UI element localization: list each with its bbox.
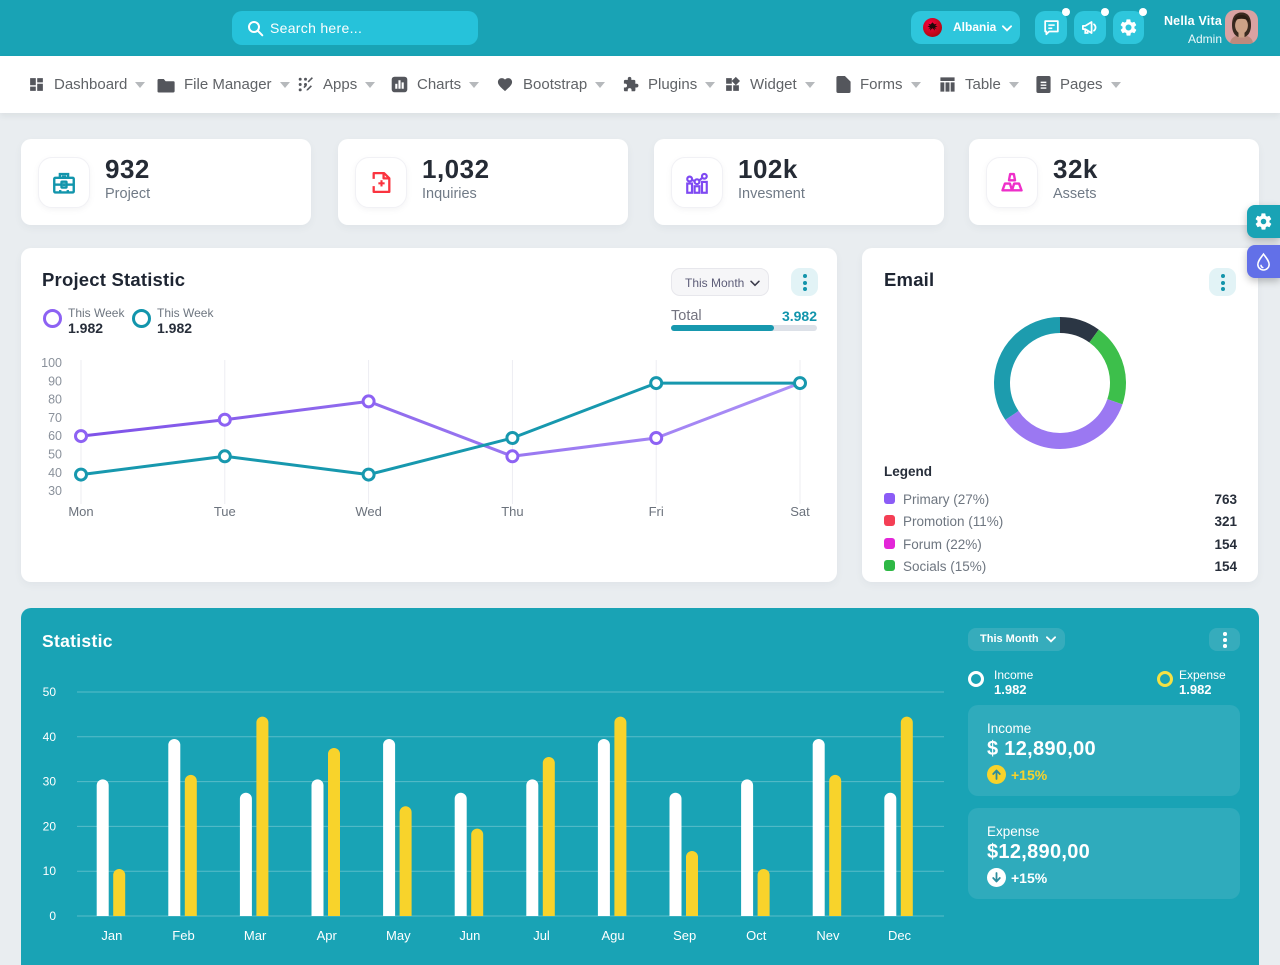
svg-text:90: 90 — [48, 374, 62, 388]
svg-text:0: 0 — [49, 909, 56, 923]
svg-text:Apr: Apr — [317, 928, 338, 943]
svg-text:Jan: Jan — [101, 928, 122, 943]
svg-text:Feb: Feb — [172, 928, 194, 943]
svg-text:Oct: Oct — [746, 928, 767, 943]
svg-text:Wed: Wed — [355, 504, 382, 519]
svg-text:Sep: Sep — [673, 928, 696, 943]
svg-text:20: 20 — [43, 819, 57, 833]
svg-text:80: 80 — [48, 393, 62, 407]
svg-text:Fri: Fri — [649, 504, 664, 519]
svg-text:Mar: Mar — [244, 928, 267, 943]
svg-text:30: 30 — [48, 484, 62, 498]
svg-text:60: 60 — [48, 429, 62, 443]
svg-text:40: 40 — [43, 730, 57, 744]
svg-text:Jul: Jul — [533, 928, 550, 943]
svg-text:40: 40 — [48, 466, 62, 480]
svg-text:Sat: Sat — [790, 504, 810, 519]
svg-text:50: 50 — [43, 685, 57, 699]
svg-text:10: 10 — [43, 864, 57, 878]
svg-text:Nev: Nev — [816, 928, 840, 943]
svg-text:Thu: Thu — [501, 504, 523, 519]
svg-text:Dec: Dec — [888, 928, 912, 943]
svg-text:Mon: Mon — [68, 504, 93, 519]
svg-text:30: 30 — [43, 775, 57, 789]
svg-text:Agu: Agu — [602, 928, 625, 943]
svg-text:May: May — [386, 928, 411, 943]
svg-text:Tue: Tue — [214, 504, 236, 519]
svg-text:Jun: Jun — [459, 928, 480, 943]
svg-text:100: 100 — [41, 356, 62, 370]
svg-text:70: 70 — [48, 411, 62, 425]
svg-text:50: 50 — [48, 448, 62, 462]
